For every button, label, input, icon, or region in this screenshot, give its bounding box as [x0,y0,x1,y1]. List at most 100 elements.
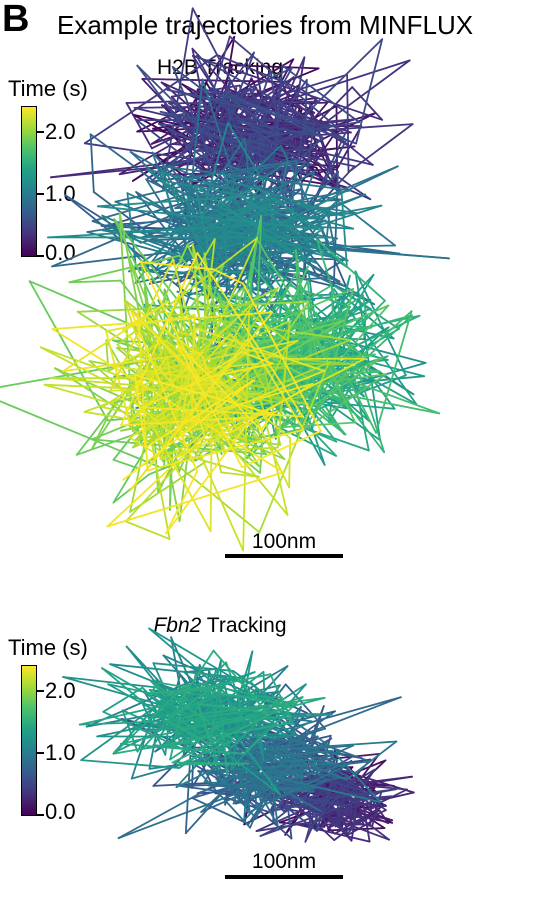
trajectory-segment [331,749,382,803]
trajectory-segment [89,133,95,193]
trajectory-segment [162,7,194,190]
trajectory-segment [139,261,215,271]
trajectory-segment [188,269,257,297]
trajectory-segment [47,227,206,239]
trajectory-segment [226,121,265,184]
trajectory-segment [339,356,384,380]
trajectory-segment [194,671,253,684]
trajectory-segment [298,214,324,246]
colorbar-tick-label: 2.0 [45,119,76,144]
trajectory-segment [200,130,314,166]
trajectory-segment [298,317,343,328]
trajectory-segment [238,698,243,718]
trajectory-segment [76,300,310,313]
trajectory-segment [107,683,203,738]
trajectory-segment [297,103,374,166]
trajectory-segment [0,400,165,470]
trajectory-segment [273,749,334,758]
scalebar [225,554,343,558]
trajectory-segment [216,54,303,91]
trajectory-segment [194,183,305,263]
trajectory-segment [191,762,194,789]
trajectory-segment [240,195,348,268]
trajectory-segment [185,454,260,478]
trajectory-segment [282,713,344,756]
trajectory-segment [305,38,384,115]
trajectory-segment [169,723,224,761]
trajectory-segment [176,342,243,469]
trajectory-segment [209,426,213,533]
trajectory-segment [264,740,398,752]
trajectory-segment [202,236,259,360]
trajectory-segment [247,337,305,431]
trajectory-segment [163,673,272,697]
trajectory-segment [284,421,357,428]
trajectory-segment [315,238,386,302]
trajectory-segment [325,304,390,334]
trajectory-segment [112,458,139,470]
trajectory-segment [255,272,296,353]
trajectory-segment [203,205,260,229]
colorbar-tick-label: 1.0 [45,740,76,765]
chart-fbn2-title-text: Tracking [201,614,287,637]
trajectory-segment [157,123,264,137]
trajectory-segment [221,697,326,726]
trajectory-segment [230,650,254,771]
trajectory-segment [159,110,280,137]
trajectory-segment [314,120,338,191]
trajectory-segment [134,374,274,415]
trajectory-segment [101,667,196,746]
trajectory-segment [333,815,367,841]
panel-letter: B [2,0,30,40]
trajectory-segment [204,35,231,119]
trajectory-segment [343,788,369,800]
trajectory-segment [272,356,384,435]
trajectory-segment [284,683,327,730]
trajectory-segment [191,797,250,825]
trajectory-segment [293,410,326,466]
trajectory-segment [115,231,180,257]
trajectory-segment [306,279,313,323]
trajectory-segment [304,795,328,843]
colorbar-tick-label: 0.0 [45,799,76,824]
trajectory-segment [227,100,235,162]
trajectory-segment [272,788,279,826]
trajectory-segment [316,820,330,832]
trajectory-segment [176,342,263,432]
trajectory-segment [228,733,307,744]
trajectory-segment [207,362,274,379]
trajectory-segment [298,245,305,263]
trajectory-segment [308,758,372,830]
colorbar-tick [37,690,44,692]
trajectory-segment [215,709,220,754]
colorbar-tick-label: 0.0 [45,240,76,265]
trajectory-segment [130,310,199,473]
trajectory-segment [141,682,201,750]
trajectory-segment [164,470,199,535]
trajectory-segment [349,795,393,809]
trajectory-segment [350,799,353,813]
trajectory-segment [206,230,231,243]
trajectory-segment [164,416,254,535]
trajectory-segment [78,693,216,726]
trajectory-segment [106,471,285,528]
trajectory-segment [105,330,131,424]
trajectory-segment [267,64,284,223]
trajectory-segment [225,91,324,139]
trajectory-segment [249,781,281,800]
trajectory-segment [196,702,213,746]
trajectory-segment [259,794,375,837]
trajectory-segment [188,159,299,179]
trajectory-segment [260,412,274,432]
trajectory-segment [336,199,397,247]
trajectory-segment [165,719,213,746]
trajectory-segment [68,279,122,284]
trajectory-h2b [0,7,450,552]
trajectory-segment [131,361,330,449]
trajectory-segment [204,697,326,715]
trajectory-segment [246,739,304,779]
trajectory-segment [144,379,255,449]
trajectory-segment [171,704,291,764]
trajectory-segment [171,66,210,155]
trajectory-segment [62,351,205,373]
